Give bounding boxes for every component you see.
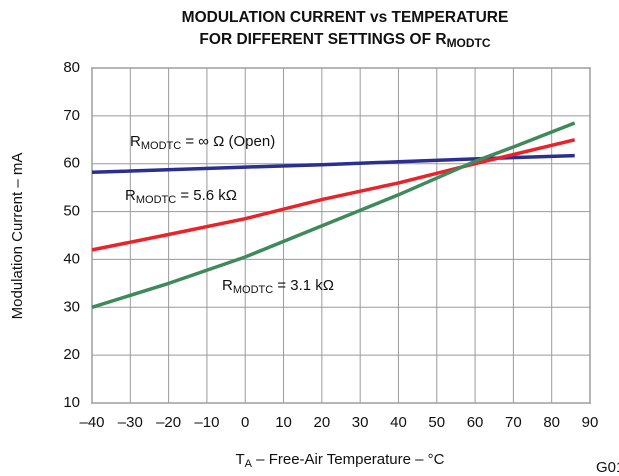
- x-tick-label: –20: [156, 414, 181, 431]
- series-label-base: R: [130, 133, 141, 150]
- y-tick-label: 80: [63, 59, 80, 76]
- series-label-sub: MODTC: [141, 140, 181, 152]
- chart-title: MODULATION CURRENT vs TEMPERATURE: [182, 9, 509, 26]
- series-label-rest: = ∞ Ω (Open): [181, 133, 275, 150]
- series-label-rest: = 3.1 kΩ: [273, 277, 334, 294]
- x-tick-label: –10: [194, 414, 219, 431]
- y-tick-label: 10: [63, 394, 80, 411]
- x-axis-label: TA – Free-Air Temperature – °C: [236, 451, 445, 470]
- series-label-rest: = 5.6 kΩ: [176, 187, 237, 204]
- y-tick-label: 70: [63, 107, 80, 124]
- x-axis-label-base: T: [236, 451, 245, 468]
- x-tick-label: 60: [467, 414, 484, 431]
- y-tick-label: 60: [63, 155, 80, 172]
- x-tick-label: 70: [505, 414, 522, 431]
- series-label-base: R: [125, 187, 136, 204]
- x-axis-label-rest: – Free-Air Temperature – °C: [252, 451, 445, 468]
- series-line: [91, 121, 576, 309]
- series-label: RMODTC = ∞ Ω (Open): [130, 133, 275, 152]
- y-axis-label: Modulation Current – mA: [9, 153, 26, 320]
- series-label-sub: MODTC: [233, 284, 273, 296]
- x-tick-label: 0: [241, 414, 249, 431]
- x-tick-label: 40: [390, 414, 407, 431]
- series-label: RMODTC = 5.6 kΩ: [125, 187, 237, 206]
- series-label-sub: MODTC: [136, 194, 176, 206]
- series-label: RMODTC = 3.1 kΩ: [222, 277, 334, 296]
- x-tick-label: 20: [314, 414, 331, 431]
- x-tick-label: 90: [582, 414, 599, 431]
- y-tick-label: 50: [63, 203, 80, 220]
- chart-title: FOR DIFFERENT SETTINGS OF RMODTC: [199, 31, 490, 50]
- x-tick-label: 10: [275, 414, 292, 431]
- chart-title-sub: MODTC: [447, 36, 491, 50]
- y-tick-label: 40: [63, 250, 80, 267]
- y-tick-label: 20: [63, 346, 80, 363]
- series-label-base: R: [222, 277, 233, 294]
- x-axis-label-sub: A: [245, 458, 253, 470]
- x-tick-label: 30: [352, 414, 369, 431]
- figure-id: G015: [596, 459, 619, 476]
- x-tick-label: 80: [543, 414, 560, 431]
- chart-title-base: FOR DIFFERENT SETTINGS OF R: [199, 31, 446, 48]
- x-tick-label: –30: [118, 414, 143, 431]
- x-tick-label: –40: [79, 414, 104, 431]
- series-line: [91, 138, 576, 252]
- x-tick-label: 50: [428, 414, 445, 431]
- y-tick-label: 30: [63, 298, 80, 315]
